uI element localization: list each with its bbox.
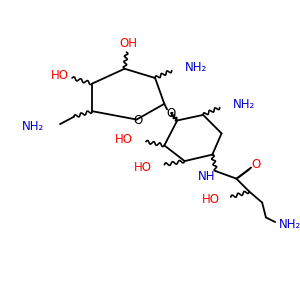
Text: NH₂: NH₂ xyxy=(22,120,44,134)
Text: O: O xyxy=(251,158,260,171)
Text: OH: OH xyxy=(119,37,137,50)
Text: O: O xyxy=(166,106,176,120)
Text: NH₂: NH₂ xyxy=(232,98,255,111)
Text: NH₂: NH₂ xyxy=(279,218,300,231)
Text: HO: HO xyxy=(202,194,220,206)
Text: HO: HO xyxy=(51,69,69,82)
Text: NH₂: NH₂ xyxy=(184,61,207,74)
Text: HO: HO xyxy=(134,161,152,174)
Text: HO: HO xyxy=(115,133,133,146)
Text: NH: NH xyxy=(198,170,215,183)
Text: O: O xyxy=(133,114,142,127)
